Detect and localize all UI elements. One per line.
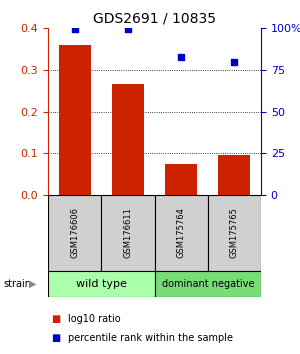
Point	[232, 59, 237, 64]
Text: GSM175765: GSM175765	[230, 207, 239, 258]
Text: GSM175764: GSM175764	[177, 207, 186, 258]
Point	[72, 26, 77, 32]
Text: log10 ratio: log10 ratio	[68, 314, 120, 324]
Text: GSM176606: GSM176606	[70, 207, 79, 258]
FancyBboxPatch shape	[101, 195, 154, 271]
Text: ■: ■	[51, 314, 60, 324]
Point	[125, 26, 130, 32]
Bar	[165, 164, 197, 195]
Text: strain: strain	[3, 279, 31, 289]
Text: ■: ■	[51, 333, 60, 343]
FancyBboxPatch shape	[48, 271, 154, 297]
Text: GSM176611: GSM176611	[123, 207, 132, 258]
Point	[179, 54, 184, 59]
Text: wild type: wild type	[76, 279, 127, 289]
Title: GDS2691 / 10835: GDS2691 / 10835	[93, 12, 216, 26]
FancyBboxPatch shape	[48, 195, 101, 271]
Bar	[59, 45, 91, 195]
Text: dominant negative: dominant negative	[161, 279, 254, 289]
Text: ▶: ▶	[28, 279, 36, 289]
Text: percentile rank within the sample: percentile rank within the sample	[68, 333, 232, 343]
Bar	[112, 85, 144, 195]
Bar	[218, 155, 250, 195]
FancyBboxPatch shape	[154, 271, 261, 297]
FancyBboxPatch shape	[154, 195, 208, 271]
FancyBboxPatch shape	[208, 195, 261, 271]
